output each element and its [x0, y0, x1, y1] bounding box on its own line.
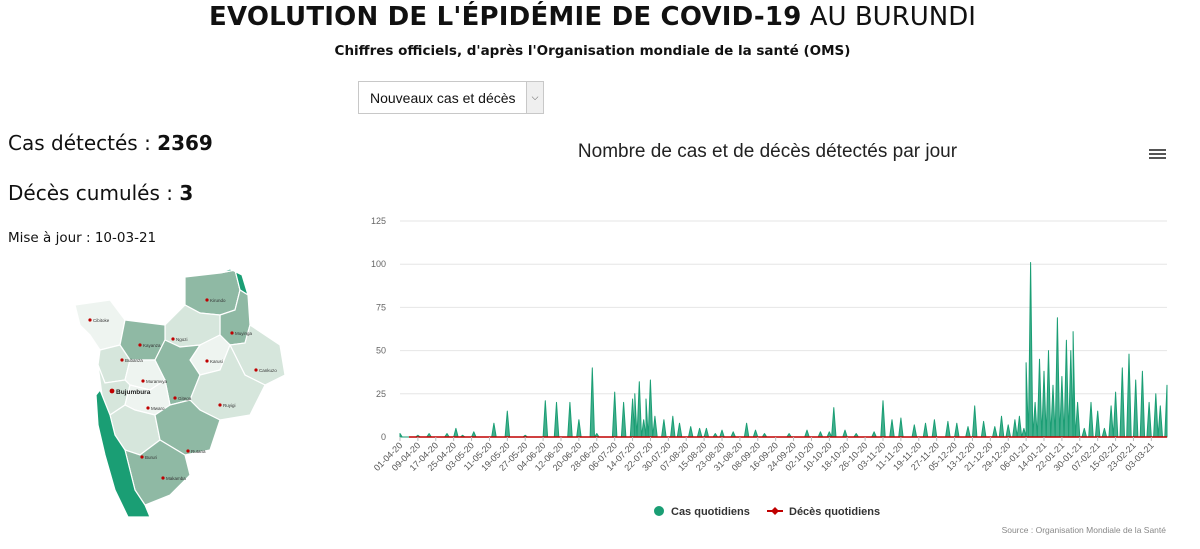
map-city-label: Gitega: [178, 396, 192, 401]
series-cases-area: [399, 262, 1168, 438]
map-city-label: Cibitoke: [93, 318, 110, 323]
view-select[interactable]: Nouveaux cas et décès ⌵: [358, 81, 544, 114]
page-title: EVOLUTION DE L'ÉPIDÉMIE DE COVID-19 AU B…: [0, 2, 1185, 32]
legend-deaths-marker: [771, 507, 779, 515]
y-tick-label: 50: [376, 346, 386, 356]
chart-source: Source : Organisation Mondiale de la San…: [1001, 525, 1166, 535]
page-title-light: AU BURUNDI: [809, 2, 976, 32]
chevron-down-icon[interactable]: ⌵: [526, 82, 543, 113]
update-date: Mise à jour : 10-03-21: [8, 230, 157, 246]
map-province-rutana: [154, 399, 221, 456]
page-title-bold: EVOLUTION DE L'ÉPIDÉMIE DE COVID-19: [209, 2, 802, 32]
map-city-label: Muramvya: [146, 379, 168, 384]
map-city-label: Karusi: [210, 359, 223, 364]
view-select-value: Nouveaux cas et décès: [370, 90, 516, 106]
map-city-label: Bururi: [145, 455, 157, 460]
map-city-label: Ngozi: [176, 337, 188, 342]
hamburger-menu-icon[interactable]: [1147, 147, 1167, 163]
deaths-label: Décès cumulés :: [8, 181, 180, 205]
deaths-value: 3: [179, 181, 194, 205]
cases-stat: Cas détectés : 2369: [8, 131, 213, 155]
cases-value: 2369: [157, 131, 213, 155]
map-province-cibitoke: [74, 299, 126, 351]
y-tick-label: 0: [381, 432, 386, 442]
y-tick-label: 125: [371, 216, 386, 226]
map-city-label: Ruyigi: [223, 403, 236, 408]
chart-title: Nombre de cas et de décès détectés par j…: [577, 141, 958, 162]
map-city-label: Mwaro: [151, 406, 165, 411]
map-city-label: Rutana: [191, 449, 206, 454]
map-city-label: Kayanza: [143, 343, 161, 348]
y-tick-label: 75: [376, 302, 386, 312]
map-province-rumonge: [95, 388, 151, 518]
cases-deaths-chart: 025507510012501-04-2009-04-2017-04-2025-…: [371, 216, 1168, 518]
page-subtitle: Chiffres officiels, d'après l'Organisati…: [334, 43, 851, 59]
burundi-map: Kirundo Muyinga Ngozi Kayanza Cibitoke B…: [74, 268, 286, 518]
map-city-label: Makamba: [166, 476, 186, 481]
map-city-label: Bubanza: [125, 358, 143, 363]
y-tick-label: 100: [371, 259, 386, 269]
legend-cases-label: Cas quotidiens: [671, 506, 750, 518]
deaths-stat: Décès cumulés : 3: [8, 181, 193, 205]
y-tick-label: 25: [376, 389, 386, 399]
map-city-label: Muyinga: [235, 331, 253, 336]
map-province-kirundo: [184, 269, 241, 316]
map-city-label: Cankuzo: [259, 368, 277, 373]
map-city-label: Kirundo: [210, 298, 226, 303]
cases-label: Cas détectés :: [8, 131, 158, 155]
legend-deaths-label: Décès quotidiens: [789, 506, 880, 518]
legend-cases-marker: [654, 506, 664, 516]
map-capital-label: Bujumbura: [116, 389, 151, 396]
